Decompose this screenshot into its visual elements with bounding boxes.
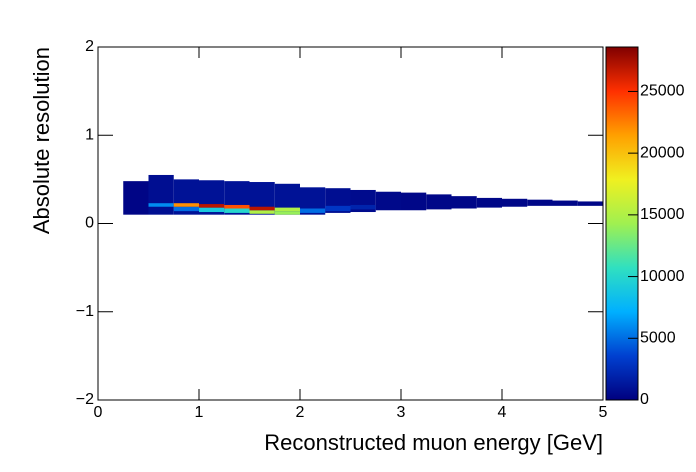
- heatmap-cell: [123, 181, 149, 215]
- color-bar-label: 15000: [640, 206, 685, 223]
- heatmap-cell: [274, 207, 300, 212]
- heatmap-cell: [274, 211, 300, 215]
- heatmap-cell: [300, 208, 326, 213]
- heatmap-cell: [426, 194, 452, 210]
- heatmap-cell: [451, 196, 477, 209]
- heatmap-cell: [249, 210, 275, 214]
- heatmap: [123, 174, 603, 215]
- heatmap-cell: [199, 207, 225, 213]
- x-tick-label: 4: [498, 404, 507, 421]
- y-tick-label: −2: [76, 391, 94, 408]
- heatmap-cell: [249, 206, 275, 211]
- y-tick-label: 1: [85, 126, 94, 143]
- color-bar-label: 0: [640, 391, 649, 408]
- heatmap-cell: [527, 199, 553, 206]
- y-axis-title: Absolute resolution: [29, 47, 54, 234]
- color-bar-label: 25000: [640, 83, 685, 100]
- color-bar-label: 10000: [640, 268, 685, 285]
- heatmap-cell: [476, 197, 502, 208]
- heatmap-cell: [577, 201, 603, 206]
- x-axis-title: Reconstructed muon energy [GeV]: [264, 430, 603, 455]
- heatmap-cell: [325, 205, 351, 212]
- heatmap-cell: [173, 206, 199, 212]
- x-tick-label: 2: [296, 404, 305, 421]
- color-bar-label: 20000: [640, 144, 685, 161]
- color-bar: [605, 46, 639, 401]
- heatmap-cell: [375, 191, 401, 211]
- x-tick-label: 3: [397, 404, 406, 421]
- color-bar-label: 5000: [640, 330, 676, 347]
- y-tick-label: −1: [76, 303, 94, 320]
- heatmap-cell: [350, 204, 376, 210]
- heatmap-cell: [502, 198, 528, 207]
- x-tick-label: 1: [195, 404, 204, 421]
- heatmap-cell: [224, 208, 250, 213]
- heatmap-cell: [199, 204, 225, 208]
- y-tick-label: 0: [85, 215, 94, 232]
- x-tick-label: 5: [599, 404, 608, 421]
- heatmap-cell: [401, 192, 427, 211]
- x-tick-label: 0: [94, 404, 103, 421]
- heatmap-cell: [148, 174, 174, 215]
- heatmap-cell: [224, 204, 250, 209]
- heatmap-cell: [552, 200, 578, 206]
- heatmap-cell: [173, 203, 199, 207]
- heatmap-cell: [148, 203, 174, 207]
- y-tick-label: 2: [85, 38, 94, 55]
